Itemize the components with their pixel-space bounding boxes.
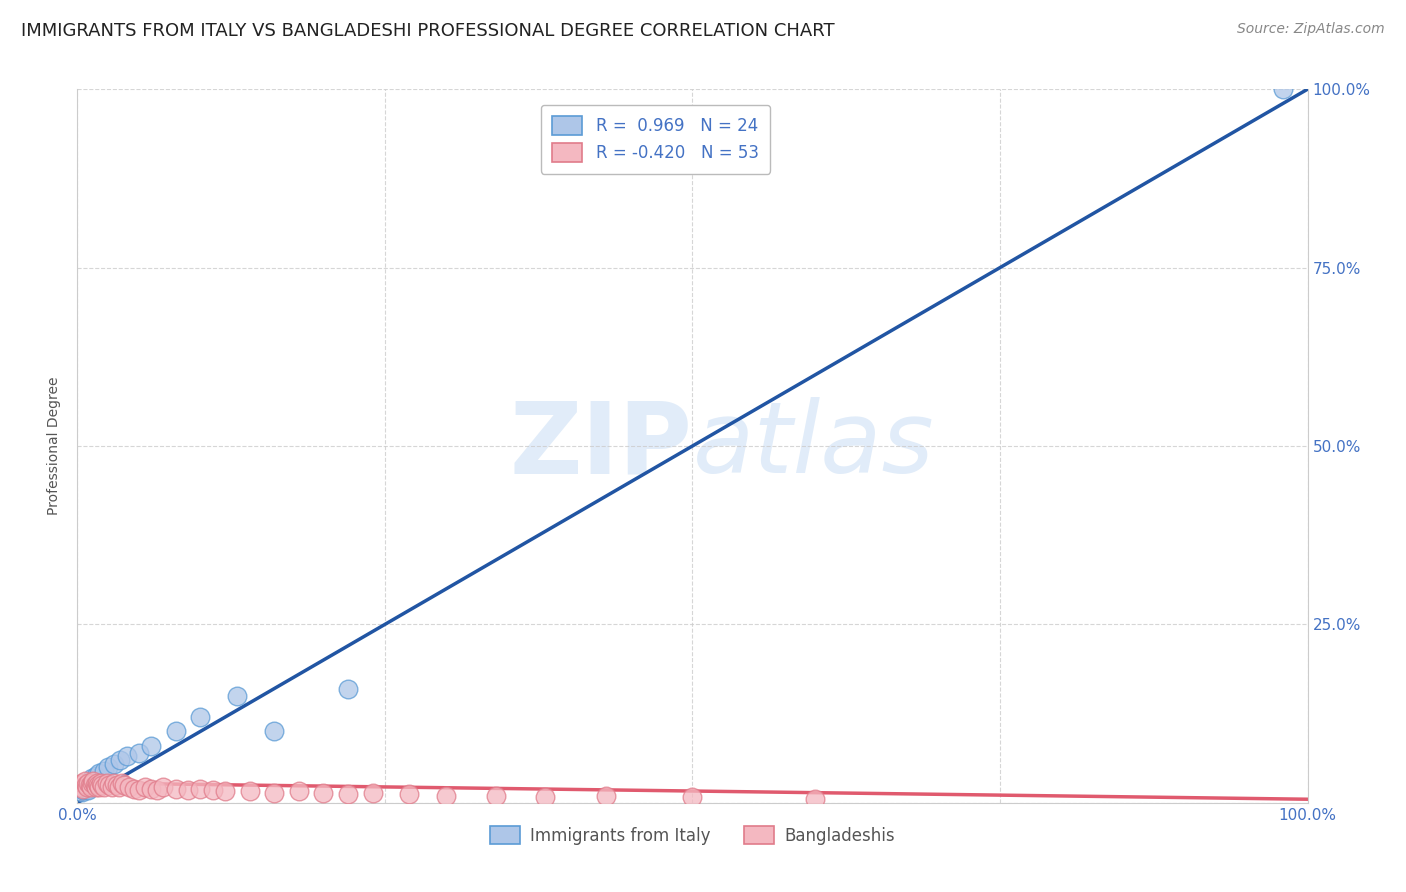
Point [76, 780, 98, 794]
Point [87, 778, 110, 792]
Point [83, 778, 105, 792]
Point [108, 780, 131, 794]
Point [226, 689, 249, 703]
Point [110, 753, 132, 767]
Point [97, 760, 120, 774]
Point [165, 724, 187, 739]
Point [361, 786, 384, 800]
Point [70, 776, 93, 790]
Point [93, 780, 115, 794]
Point [118, 780, 141, 794]
Point [188, 710, 212, 724]
Point [93, 764, 115, 778]
Point [70, 785, 93, 799]
Point [82, 776, 104, 790]
Point [89, 780, 111, 794]
Point [70, 780, 93, 794]
Point [263, 786, 285, 800]
Point [337, 681, 360, 696]
Point [398, 787, 420, 801]
Legend: Immigrants from Italy, Bangladeshis: Immigrants from Italy, Bangladeshis [484, 820, 901, 852]
Point [288, 784, 311, 798]
Text: IMMIGRANTS FROM ITALY VS BANGLADESHI PROFESSIONAL DEGREE CORRELATION CHART: IMMIGRANTS FROM ITALY VS BANGLADESHI PRO… [21, 22, 835, 40]
Point [76, 781, 98, 796]
Point [84, 769, 107, 783]
Point [90, 776, 112, 790]
Point [101, 780, 124, 794]
Point [1272, 82, 1295, 96]
Point [312, 786, 335, 800]
Point [69, 778, 91, 792]
Point [75, 778, 97, 792]
Point [75, 778, 97, 792]
Point [201, 783, 224, 797]
Point [90, 778, 114, 792]
Point [239, 784, 262, 798]
Point [188, 781, 212, 796]
Point [98, 778, 121, 792]
Point [111, 776, 132, 790]
Text: atlas: atlas [693, 398, 934, 494]
Point [534, 790, 557, 805]
Point [86, 776, 108, 790]
Point [77, 783, 100, 797]
Point [263, 724, 285, 739]
Point [214, 784, 236, 798]
Point [128, 783, 150, 797]
Point [77, 776, 100, 790]
Point [72, 783, 94, 797]
Point [96, 776, 118, 790]
Text: ZIP: ZIP [509, 398, 693, 494]
Point [122, 781, 145, 796]
Point [112, 778, 135, 792]
Point [79, 778, 101, 792]
Point [115, 749, 138, 764]
Point [72, 781, 94, 796]
Point [103, 776, 125, 790]
Point [80, 780, 103, 794]
Point [165, 781, 187, 796]
Point [79, 774, 101, 789]
Point [804, 791, 827, 805]
Point [89, 765, 111, 780]
Point [152, 780, 174, 794]
Point [73, 780, 96, 794]
Point [105, 778, 128, 792]
Y-axis label: Professional Degree: Professional Degree [48, 376, 62, 516]
Point [146, 783, 169, 797]
Point [177, 783, 200, 797]
Point [134, 780, 156, 794]
Point [73, 774, 96, 789]
Point [128, 746, 150, 760]
Point [82, 771, 104, 785]
Point [84, 780, 107, 794]
Point [70, 781, 93, 796]
Point [682, 790, 704, 805]
Point [485, 789, 508, 803]
Point [436, 789, 458, 803]
Point [595, 789, 617, 803]
Point [337, 787, 360, 801]
Point [141, 739, 163, 753]
Point [103, 756, 125, 771]
Point [82, 774, 104, 789]
Point [141, 781, 163, 796]
Text: Source: ZipAtlas.com: Source: ZipAtlas.com [1237, 22, 1385, 37]
